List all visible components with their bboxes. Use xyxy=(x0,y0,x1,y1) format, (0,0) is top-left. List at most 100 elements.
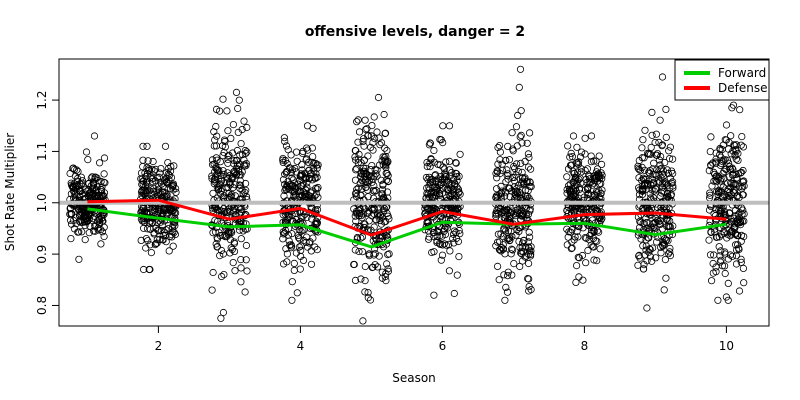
scatter-point xyxy=(378,268,386,276)
chart-title: offensive levels, danger = 2 xyxy=(305,24,525,40)
scatter-point xyxy=(352,166,360,174)
scatter-point xyxy=(167,231,175,239)
scatter-point xyxy=(593,165,602,173)
scatter-point xyxy=(567,149,575,157)
scatter-point xyxy=(88,191,97,199)
scatter-point xyxy=(651,218,660,226)
scatter-point xyxy=(242,149,250,157)
scatter-point xyxy=(282,169,290,177)
scatter-point xyxy=(592,187,601,195)
scatter-point xyxy=(368,162,376,170)
scatter-point xyxy=(493,262,502,270)
scatter-point xyxy=(232,157,240,165)
scatter-point xyxy=(431,205,439,213)
scatter-point xyxy=(226,249,234,257)
scatter-point xyxy=(162,226,170,234)
scatter-point xyxy=(668,178,677,186)
scatter-point xyxy=(728,171,737,179)
scatter-point xyxy=(367,143,375,151)
scatter-point xyxy=(450,227,458,235)
scatter-point xyxy=(496,169,504,178)
scatter-point xyxy=(738,133,746,141)
scatter-point xyxy=(636,166,644,175)
scatter-point xyxy=(513,188,521,196)
scatter-point xyxy=(421,205,429,213)
scatter-point xyxy=(384,251,392,259)
scatter-point xyxy=(295,243,303,251)
scatter-point xyxy=(229,258,237,267)
scatter-point xyxy=(219,167,227,175)
scatter-point xyxy=(496,207,504,215)
scatter-point xyxy=(524,210,533,218)
scatter-point xyxy=(217,174,225,182)
scatter-point xyxy=(237,208,246,216)
scatter-point xyxy=(526,252,535,260)
scatter-point xyxy=(383,260,391,268)
scatter-point xyxy=(724,296,732,304)
scatter-point xyxy=(581,150,589,158)
scatter-point xyxy=(168,233,176,241)
scatter-point xyxy=(518,168,526,176)
scatter-point xyxy=(142,178,150,187)
scatter-point xyxy=(716,252,724,260)
scatter-point xyxy=(382,159,390,167)
scatter-point xyxy=(635,165,643,174)
scatter-point xyxy=(216,207,224,215)
scatter-point xyxy=(572,261,581,270)
scatter-point xyxy=(223,173,231,181)
scatter-point xyxy=(713,172,721,180)
scatter-point xyxy=(525,233,534,241)
scatter-point xyxy=(579,276,587,284)
scatter-point xyxy=(448,190,456,198)
scatter-point xyxy=(288,296,296,304)
scatter-point xyxy=(137,236,145,244)
scatter-point xyxy=(709,259,717,268)
scatter-point xyxy=(503,288,512,296)
scatter-point xyxy=(720,208,729,216)
scatter-point xyxy=(668,179,676,187)
scatter-point xyxy=(144,157,152,165)
scatter-point xyxy=(652,151,660,159)
scatter-point xyxy=(594,228,603,236)
scatter-point xyxy=(525,275,533,283)
scatter-point xyxy=(456,150,464,158)
scatter-point xyxy=(436,240,444,248)
scatter-point xyxy=(731,241,740,249)
scatter-point xyxy=(157,165,165,173)
scatter-point xyxy=(492,193,500,202)
scatter-point xyxy=(212,164,220,172)
scatter-point xyxy=(525,228,533,236)
scatter-point xyxy=(705,167,713,175)
scatter-point xyxy=(139,142,147,150)
scatter-point xyxy=(569,167,577,175)
scatter-point xyxy=(731,142,739,150)
scatter-point xyxy=(172,209,180,217)
scatter-point xyxy=(226,236,235,244)
scatter-point xyxy=(157,226,165,235)
scatter-point xyxy=(232,88,241,97)
scatter-point xyxy=(449,188,457,196)
scatter-point xyxy=(568,185,576,193)
scatter-point xyxy=(717,256,725,264)
scatter-point xyxy=(573,143,581,151)
scatter-point xyxy=(714,296,722,304)
scatter-point xyxy=(216,181,224,189)
scatter-point xyxy=(656,116,664,124)
scatter-point xyxy=(357,275,365,283)
scatter-point xyxy=(153,187,161,195)
scatter-point xyxy=(361,262,369,271)
scatter-point xyxy=(720,167,728,175)
scatter-point xyxy=(211,136,219,144)
scatter-point xyxy=(519,236,528,245)
scatter-point xyxy=(662,105,670,114)
scatter-point xyxy=(501,206,509,214)
scatter-point xyxy=(423,189,431,197)
scatter-point xyxy=(147,249,155,257)
scatter-point xyxy=(644,150,653,158)
scatter-point xyxy=(730,189,739,197)
scatter-point xyxy=(736,209,744,217)
scatter-point xyxy=(292,249,300,257)
scatter-point xyxy=(72,185,80,193)
scatter-point xyxy=(238,151,247,159)
scatter-point xyxy=(638,185,646,193)
